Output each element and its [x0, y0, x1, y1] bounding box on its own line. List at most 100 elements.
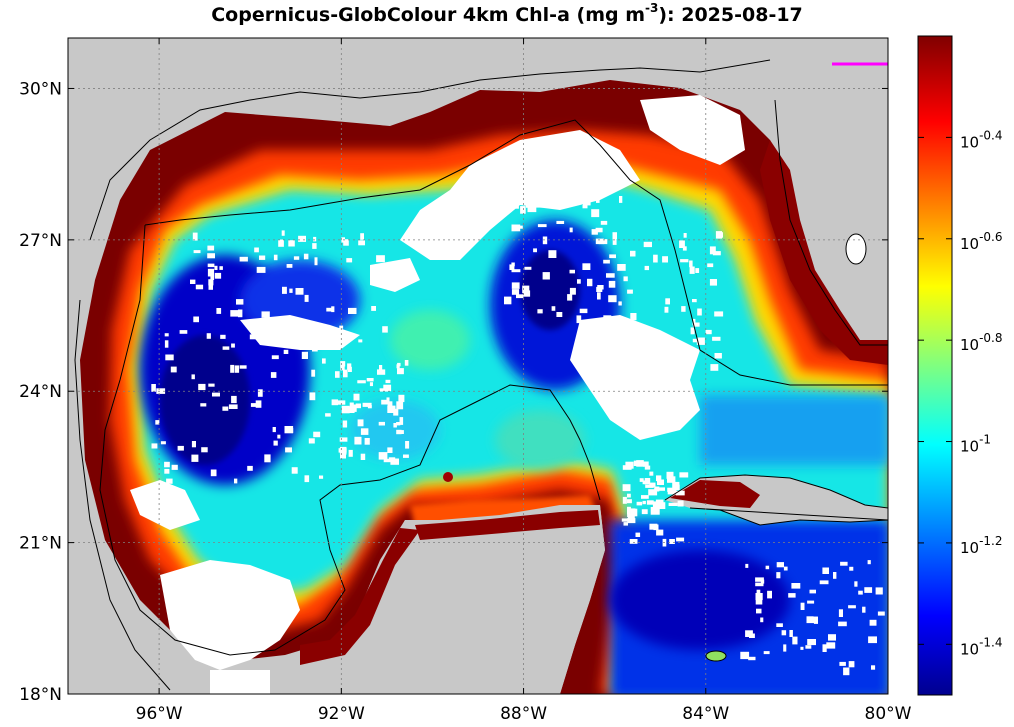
cloud-gap-pixel — [207, 245, 215, 251]
cloud-gap-pixel — [749, 633, 755, 638]
cloud-gap-pixel — [619, 196, 623, 203]
cloud-gap-pixel — [650, 507, 660, 515]
cloud-gap-pixel — [819, 580, 829, 585]
cloud-gap-pixel — [193, 316, 199, 323]
cloud-gap-pixel — [301, 351, 308, 359]
cloud-gap-pixel — [331, 306, 335, 313]
cloud-gap-pixel — [210, 469, 217, 477]
cloud-gap-pixel — [822, 567, 829, 574]
cloud-gap-pixel — [582, 263, 591, 270]
cloud-gap-pixel — [247, 465, 253, 471]
cloud-gap-pixel — [642, 480, 650, 485]
cloud-gap-pixel — [523, 290, 531, 297]
cloud-gap-pixel — [295, 288, 304, 295]
cloud-gap-pixel — [377, 369, 386, 375]
x-axis-labels: 96°W 92°W 88°W 84°W 80°W — [136, 704, 912, 724]
cloud-gap-pixel — [312, 243, 317, 249]
cloud-gap-pixel — [164, 468, 170, 474]
cloud-gap-pixel — [755, 577, 764, 582]
cloud-gap-pixel — [177, 445, 184, 451]
cloud-gap-pixel — [360, 428, 369, 435]
cloud-gap-pixel — [207, 268, 215, 277]
cloud-gap-pixel — [364, 438, 370, 445]
cloud-gap-pixel — [367, 405, 372, 409]
cloud-gap-pixel — [201, 447, 208, 453]
cloud-gap-pixel — [254, 247, 259, 253]
cloud-gap-pixel — [807, 600, 815, 604]
cloud-gap-pixel — [378, 421, 385, 426]
cloud-gap-pixel — [238, 309, 243, 318]
cloud-gap-pixel — [556, 220, 565, 224]
cloud-gap-pixel — [591, 209, 600, 218]
cloud-gap-pixel — [311, 369, 316, 377]
cloud-gap-pixel — [527, 204, 537, 213]
cloud-gap-pixel — [626, 499, 632, 504]
cloud-gap-pixel — [160, 441, 166, 445]
cloud-gap-pixel — [369, 382, 373, 387]
cloud-gap-pixel — [679, 472, 689, 478]
cloud-gap-pixel — [709, 279, 717, 286]
cloud-gap-pixel — [272, 427, 276, 433]
cloud-gap-pixel — [718, 232, 723, 238]
cloud-gap-pixel — [805, 645, 812, 649]
cloud-gap-pixel — [587, 278, 593, 287]
cloud-gap-pixel — [313, 431, 321, 438]
cloud-gap-pixel — [192, 232, 198, 241]
cloud-gap-pixel — [596, 198, 600, 203]
cloud-gap-pixel — [386, 397, 390, 402]
y-tick-label: 18°N — [19, 685, 62, 705]
cloud-gap-pixel — [654, 486, 660, 492]
cloud-gap-pixel — [190, 279, 196, 284]
cloud-gap-pixel — [767, 590, 772, 599]
axis-ticks — [68, 38, 889, 695]
cloud-gap-pixel — [208, 383, 215, 387]
colorbar-tick-label: 10-0.6 — [960, 230, 1003, 253]
cloud-gap-pixel — [627, 510, 631, 518]
cloud-gap-pixel — [610, 318, 618, 326]
cloud-gap-pixel — [595, 227, 603, 233]
cloud-gap-pixel — [358, 339, 363, 343]
cloud-gap-pixel — [371, 306, 376, 311]
cloud-gap-pixel — [709, 246, 716, 255]
cloud-gap-pixel — [644, 465, 651, 470]
cloud-gap-pixel — [569, 287, 576, 295]
cloud-gap-pixel — [511, 282, 520, 289]
cloud-gap-pixel — [676, 537, 685, 542]
cloud-gap-pixel — [645, 340, 655, 348]
cloud-gap-pixel — [326, 307, 333, 312]
y-tick-label: 30°N — [19, 79, 62, 99]
cloud-gap-pixel — [644, 346, 650, 352]
north-coast-land — [68, 38, 888, 694]
y-axis-labels: 18°N 21°N 24°N 27°N 30°N — [19, 79, 62, 705]
cloud-gap-pixel — [355, 403, 361, 409]
cloud-gap-pixel — [875, 587, 883, 595]
cloud-gap-pixel — [156, 388, 166, 394]
cloud-gap-pixel — [293, 256, 300, 260]
cloud-gap-pixel — [622, 496, 627, 504]
cloud-gap-pixel — [239, 256, 248, 262]
cloud-gap-pixel — [360, 453, 366, 460]
x-tick-label: 80°W — [865, 704, 912, 724]
cloud-gap-pixel — [354, 436, 362, 445]
island — [705, 650, 727, 662]
cloud-gap-pixel — [643, 241, 652, 248]
cloud-gap-pixel — [641, 509, 648, 515]
cloud-gap-pixel — [630, 313, 637, 321]
colorbar-tick-label: 10-1 — [960, 433, 991, 456]
cloud-gap-pixel — [854, 581, 858, 587]
cloud-gap-pixel — [291, 467, 298, 474]
cloud-gap-pixel — [340, 331, 347, 340]
cloud-gap-pixel — [531, 188, 541, 196]
cloud-gap-pixel — [630, 250, 636, 257]
cloud-gap-pixel — [345, 406, 355, 413]
cloud-gap-pixel — [756, 608, 762, 614]
cloud-gap-pixel — [206, 333, 211, 339]
cloud-gap-pixel — [659, 502, 666, 509]
cloud-gap-pixel — [286, 264, 293, 268]
cloud-gap-pixel — [582, 204, 588, 209]
cloud-gap-pixel — [170, 366, 177, 373]
cloud-gap-pixel — [867, 560, 871, 565]
cloud-gap-pixel — [683, 233, 687, 238]
cloud-gap-pixel — [207, 263, 215, 268]
cloud-gap-pixel — [668, 502, 678, 506]
